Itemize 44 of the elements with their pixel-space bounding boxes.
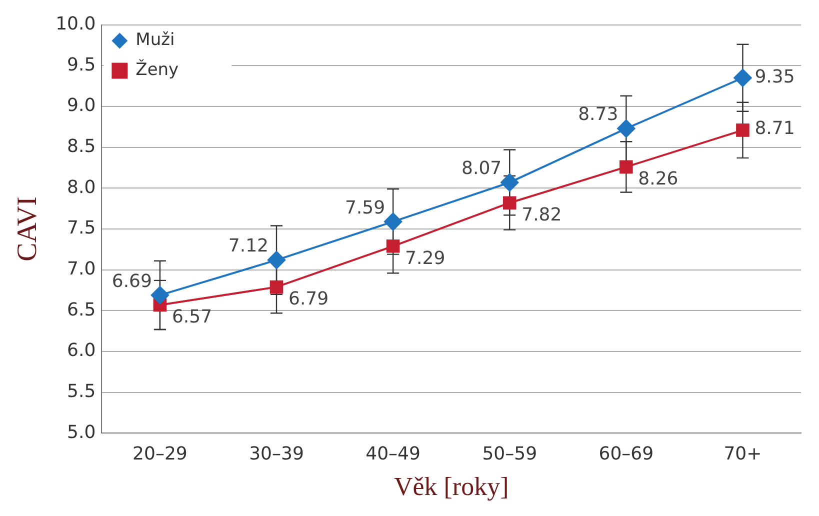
- data-label: 6.79: [288, 288, 329, 310]
- data-label: 8.07: [462, 158, 502, 180]
- data-label: 7.12: [228, 236, 269, 257]
- point: [617, 120, 636, 138]
- point: [620, 160, 633, 174]
- legend-label: Muži: [136, 30, 175, 50]
- y-tick-label: 7.5: [67, 218, 96, 239]
- y-tick-label: 9.0: [67, 95, 96, 116]
- data-label: 9.35: [754, 66, 795, 88]
- x-tick-label: 40–49: [366, 444, 420, 465]
- y-tick-label: 8.5: [67, 136, 96, 157]
- x-tick-label: 50–59: [482, 444, 538, 465]
- y-tick-label: 5.5: [67, 381, 96, 402]
- y-tick-label: 5.0: [67, 422, 96, 443]
- x-tick-label: 20–29: [132, 444, 188, 465]
- data-label: 7.59: [344, 197, 386, 218]
- x-tick-label: 70+: [724, 444, 762, 465]
- data-label: 7.82: [522, 204, 562, 226]
- y-tick-label: 6.0: [67, 340, 96, 362]
- point: [734, 68, 752, 87]
- data-label: 8.73: [578, 104, 618, 126]
- x-tick-label: 30–39: [249, 444, 304, 465]
- x-tick-label: 60–69: [598, 444, 654, 465]
- point: [270, 280, 284, 294]
- y-tick-label: 10.0: [56, 13, 96, 34]
- legend-label: Ženy: [136, 59, 179, 80]
- data-label: 6.57: [172, 306, 212, 328]
- x-axis-title: Věk [roky]: [394, 472, 509, 502]
- data-label: 7.29: [405, 248, 446, 269]
- point: [150, 286, 169, 304]
- data-label: 8.26: [638, 168, 678, 190]
- y-tick-label: 7.0: [67, 258, 96, 280]
- point: [502, 196, 516, 210]
- data-label: 6.69: [112, 270, 152, 292]
- data-label: 8.71: [754, 118, 795, 139]
- point: [736, 124, 750, 137]
- y-tick-label: 9.5: [67, 54, 96, 76]
- y-tick-label: 8.0: [67, 176, 96, 198]
- y-tick-label: 6.5: [67, 299, 96, 320]
- point: [384, 212, 402, 231]
- point: [386, 239, 400, 253]
- point: [500, 173, 519, 192]
- y-axis-title: CAVI: [12, 196, 44, 262]
- point: [268, 251, 286, 270]
